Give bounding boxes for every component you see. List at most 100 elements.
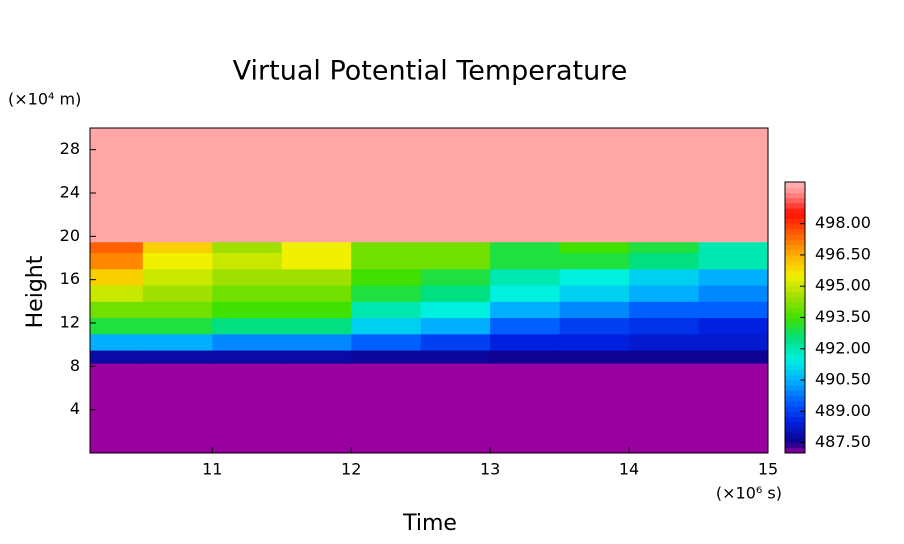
colorbar-swatch <box>785 364 805 371</box>
y-tick-label: 20 <box>60 226 80 245</box>
colorbar-swatch <box>785 432 805 438</box>
heat-cell <box>351 252 422 270</box>
colorbar-swatch <box>785 416 805 423</box>
colorbar-swatch <box>785 395 805 402</box>
colorbar-swatch <box>785 197 805 204</box>
colorbar-swatch <box>785 249 805 256</box>
y-tick-label: 4 <box>70 399 80 418</box>
heat-cell <box>698 333 768 351</box>
heat-cell <box>351 285 422 302</box>
heat-cell <box>212 317 283 335</box>
y-unit: (×10⁴ m) <box>8 90 81 109</box>
colorbar-swatch <box>785 317 805 324</box>
colorbar-tick-label: 495.00 <box>815 276 871 295</box>
heat-cell <box>559 241 630 254</box>
x-tick-label: 15 <box>758 460 778 479</box>
heat-cell <box>559 128 630 243</box>
heat-cell <box>629 333 700 351</box>
heat-cell <box>698 252 768 270</box>
colorbar-tick-label: 496.50 <box>815 244 871 263</box>
colorbar-swatch <box>785 296 805 303</box>
heat-cell <box>629 252 700 270</box>
heat-cell <box>90 350 144 364</box>
heat-cell <box>212 363 283 453</box>
y-tick-label: 28 <box>60 139 80 158</box>
heat-cell <box>420 363 491 453</box>
colorbar-swatch <box>785 426 805 433</box>
heat-cell <box>420 241 491 254</box>
colorbar-tick-label: 487.50 <box>815 432 871 451</box>
heat-cell <box>490 241 561 254</box>
heat-cell <box>142 285 213 302</box>
heat-cell <box>559 285 630 302</box>
heat-cell <box>90 301 144 319</box>
heat-cell <box>490 252 561 270</box>
colorbar-swatch <box>785 437 805 444</box>
heat-cell <box>351 350 422 364</box>
colorbar-swatch <box>785 327 805 334</box>
heat-cell <box>420 301 491 319</box>
heat-cell <box>351 301 422 319</box>
heat-cell <box>90 317 144 335</box>
heat-cell <box>142 252 213 270</box>
colorbar-swatch <box>785 260 805 266</box>
heat-cell <box>698 301 768 319</box>
colorbar-swatch <box>785 202 805 209</box>
heat-cell <box>559 252 630 270</box>
heat-cell <box>420 268 491 286</box>
chart-title: Virtual Potential Temperature <box>233 56 628 87</box>
heat-cell <box>629 350 700 364</box>
x-axis-label: Time <box>402 511 457 536</box>
heat-cell <box>698 285 768 302</box>
colorbar-swatch <box>785 406 805 412</box>
y-tick-label: 8 <box>70 356 80 375</box>
heat-cell <box>420 350 491 364</box>
colorbar-swatch <box>785 369 805 376</box>
colorbar-tick-label: 498.00 <box>815 213 871 232</box>
colorbar-swatch <box>785 390 805 397</box>
x-tick-label: 12 <box>341 460 361 479</box>
heat-cell <box>212 285 283 302</box>
heat-cell <box>629 241 700 254</box>
heat-cell <box>212 268 283 286</box>
heat-cell <box>212 350 283 364</box>
y-axis-label: Height <box>23 255 48 328</box>
heat-cell <box>629 317 700 335</box>
colorbar-swatch <box>785 374 805 381</box>
heat-cell <box>351 268 422 286</box>
colorbar-swatch <box>785 380 805 386</box>
colorbar-swatch <box>785 281 805 287</box>
heat-cell <box>629 301 700 319</box>
colorbar-swatch <box>785 228 805 235</box>
heat-cell <box>420 285 491 302</box>
heat-cell <box>212 252 283 270</box>
colorbar-swatch <box>785 265 805 272</box>
colorbar-swatch <box>785 338 805 345</box>
heat-cell <box>90 285 144 302</box>
heat-cell <box>351 241 422 254</box>
colorbar-swatch <box>785 213 805 219</box>
colorbar-swatch <box>785 234 805 240</box>
x-tick-label: 11 <box>202 460 222 479</box>
heat-cell <box>90 241 144 254</box>
colorbar-swatch <box>785 239 805 246</box>
heat-cell <box>698 350 768 364</box>
heat-cell <box>490 268 561 286</box>
heat-cell <box>559 363 630 453</box>
heat-cell <box>559 317 630 335</box>
colorbar-swatch <box>785 244 805 251</box>
heat-cell <box>281 285 352 302</box>
colorbar-swatch <box>785 291 805 298</box>
colorbar-swatch <box>785 400 805 407</box>
heat-cell <box>142 268 213 286</box>
heat-cell <box>281 350 352 364</box>
heat-cell <box>351 317 422 335</box>
heat-cell <box>351 333 422 351</box>
heat-cell <box>90 268 144 286</box>
colorbar-swatch <box>785 307 805 313</box>
colorbar-swatch <box>785 208 805 214</box>
heat-cell <box>90 128 144 243</box>
heat-cell <box>559 350 630 364</box>
